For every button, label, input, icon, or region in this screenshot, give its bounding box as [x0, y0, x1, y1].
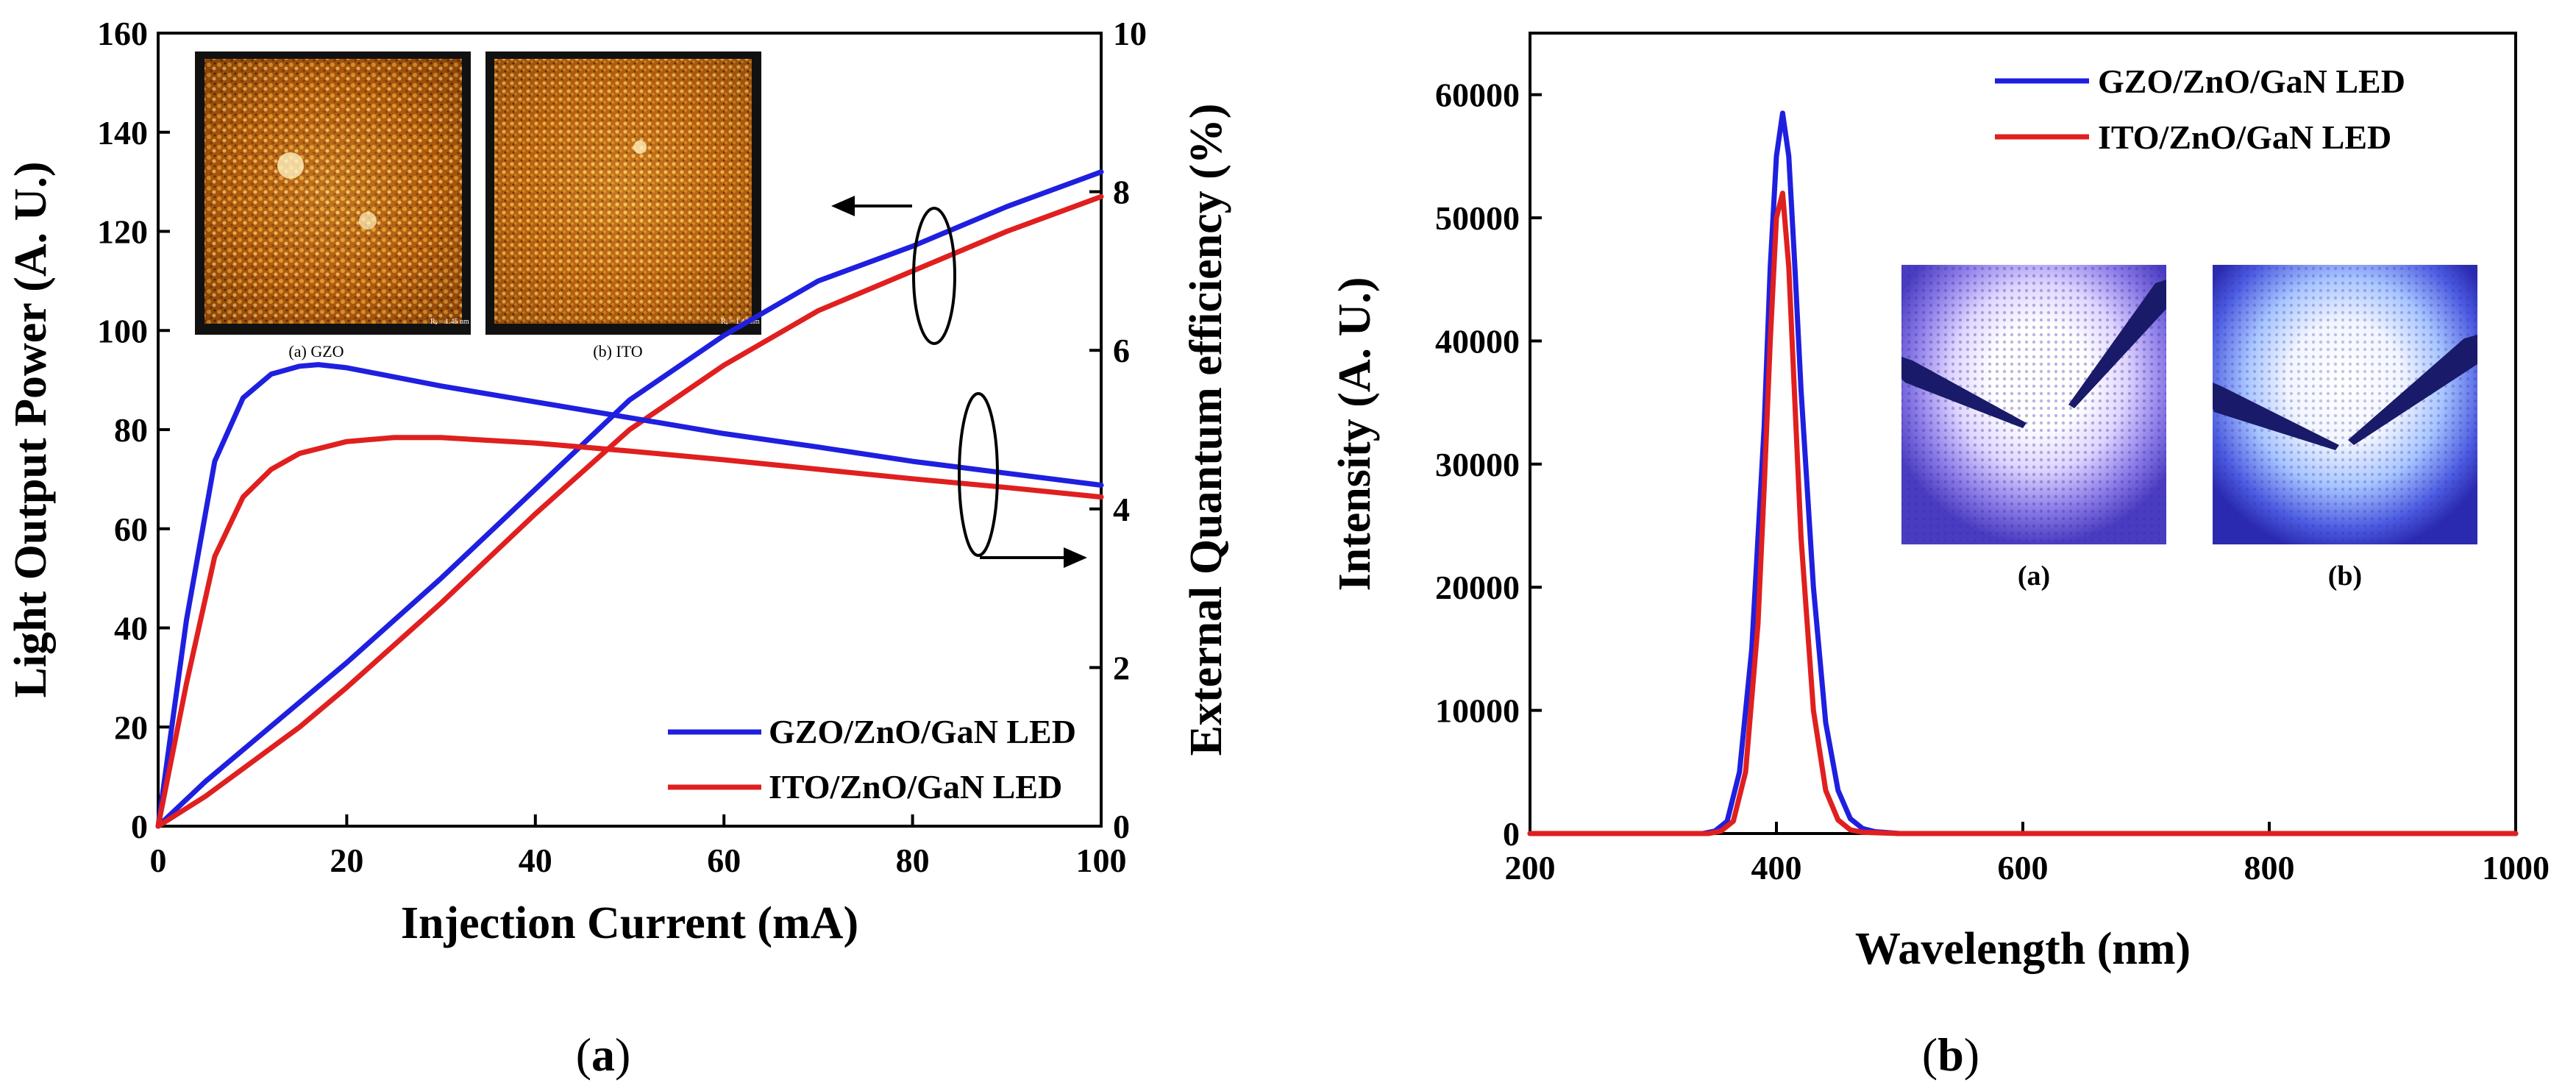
series-line-a-ito-eqe — [155, 435, 1104, 829]
photo-a-caption: (a) — [2018, 561, 2050, 591]
b-x-tick-label: 200 — [1505, 849, 1556, 886]
b-y-tick-label: 20000 — [1435, 569, 1520, 606]
afm-ito-scale: Rₐ = 1.44 nm — [721, 318, 760, 326]
panel-b: (a) (b) 200 400 600 800 10000100002000030000… — [1330, 32, 2550, 974]
b-y-tick-label: 50000 — [1435, 199, 1520, 237]
led-photo-inset-a: (a) — [1901, 265, 2166, 591]
a-x-tick-label: 40 — [519, 842, 552, 879]
b-y-tick-label: 60000 — [1435, 77, 1520, 114]
b-x-tick-label: 600 — [1998, 849, 2049, 886]
series-line-a-gzo-power — [155, 169, 1104, 829]
a-x-tick-label: 80 — [896, 842, 930, 879]
panel-label-b-open: ( — [1922, 1028, 1938, 1081]
a-y-tick-label: 40 — [114, 610, 148, 647]
a-x-axis-title: Injection Current (mA) — [401, 898, 858, 948]
series-line-a-gzo-eqe — [155, 362, 1104, 829]
legend-b-gzo-label: GZO/ZnO/GaN LED — [2098, 63, 2405, 100]
a-y-tick-label: 20 — [114, 708, 148, 746]
a-x-tick-label: 20 — [330, 842, 363, 879]
panel-label-a-close: ) — [615, 1028, 630, 1081]
a-x-tick-label: 100 — [1076, 842, 1127, 879]
panel-label-b-letter: b — [1938, 1028, 1964, 1081]
a-y2-tick-label: 6 — [1113, 332, 1130, 369]
b-x-tick-label: 800 — [2244, 849, 2295, 886]
a-y-tick-label: 100 — [97, 312, 148, 349]
a-y2-tick-label: 2 — [1113, 649, 1130, 686]
b-x-tick-label: 1000 — [2482, 849, 2550, 886]
panel-label-a-open: ( — [576, 1028, 591, 1081]
a-y-tick-label: 140 — [97, 114, 148, 152]
legend-a-gzo-label: GZO/ZnO/GaN LED — [769, 713, 1076, 750]
arrow-left-head — [831, 196, 855, 216]
a-y-axis-title: Light Output Power (A. U.) — [6, 161, 56, 697]
photo-b-caption: (b) — [2328, 561, 2362, 591]
a-x-tick-label: 60 — [707, 842, 741, 879]
panel-label-a: (a) — [576, 1028, 631, 1081]
a-y-tick-label: 80 — [114, 411, 148, 449]
ellipse-power-curves — [912, 207, 956, 345]
ellipse-eqe-curves — [958, 392, 999, 557]
legend-b-ito-label: ITO/ZnO/GaN LED — [2098, 118, 2391, 156]
b-y-tick-label: 0 — [1503, 815, 1520, 853]
legend-b: GZO/ZnO/GaN LED ITO/ZnO/GaN LED — [1995, 63, 2405, 156]
led-photo-inset-b: (b) — [2213, 265, 2477, 591]
panel-label-b: (b) — [1922, 1028, 1979, 1081]
a-y2-tick-label: 8 — [1113, 174, 1130, 211]
afm-ito-caption: (b) ITO — [593, 342, 642, 360]
b-y-tick-label: 10000 — [1435, 692, 1520, 730]
a-x-tick-label: 0 — [150, 842, 167, 879]
a-y-tick-label: 120 — [97, 213, 148, 251]
a-y-tick-label: 60 — [114, 511, 148, 548]
panel-label-b-close: ) — [1964, 1028, 1979, 1081]
afm-inset-ito: Rₐ = 1.44 nm — [485, 51, 761, 335]
panel-a: Rₐ = 1.45 nm Rₐ = 1.44 nm (a) GZO (b) IT… — [6, 15, 1231, 948]
b-y-axis-title: Intensity (A. U.) — [1330, 277, 1380, 591]
b-x-tick-label: 400 — [1751, 849, 1802, 886]
afm-inset-gzo: Rₐ = 1.45 nm — [195, 51, 471, 335]
a-y2-tick-label: 4 — [1113, 491, 1130, 528]
annotation-ellipses — [831, 196, 1087, 568]
legend-a: GZO/ZnO/GaN LED ITO/ZnO/GaN LED — [668, 713, 1076, 806]
a-y-tick-label: 0 — [131, 808, 148, 845]
afm-gzo-scale: Rₐ = 1.45 nm — [430, 318, 469, 326]
b-y-tick-label: 30000 — [1435, 446, 1520, 483]
a-y2-tick-label: 10 — [1113, 15, 1147, 52]
a-y2-axis-title: External Quantum efficiency (%) — [1181, 104, 1231, 756]
series-line-b-ito — [1527, 191, 2519, 836]
arrow-right-head — [1064, 547, 1087, 568]
a-y-tick-label: 160 — [97, 15, 148, 52]
panel-label-a-letter: a — [591, 1028, 615, 1081]
b-x-axis-title: Wavelength (nm) — [1855, 924, 2191, 974]
afm-gzo-caption: (a) GZO — [288, 342, 344, 360]
legend-a-ito-label: ITO/ZnO/GaN LED — [769, 768, 1062, 806]
b-y-tick-label: 40000 — [1435, 322, 1520, 360]
a-y2-tick-label: 0 — [1113, 808, 1130, 845]
